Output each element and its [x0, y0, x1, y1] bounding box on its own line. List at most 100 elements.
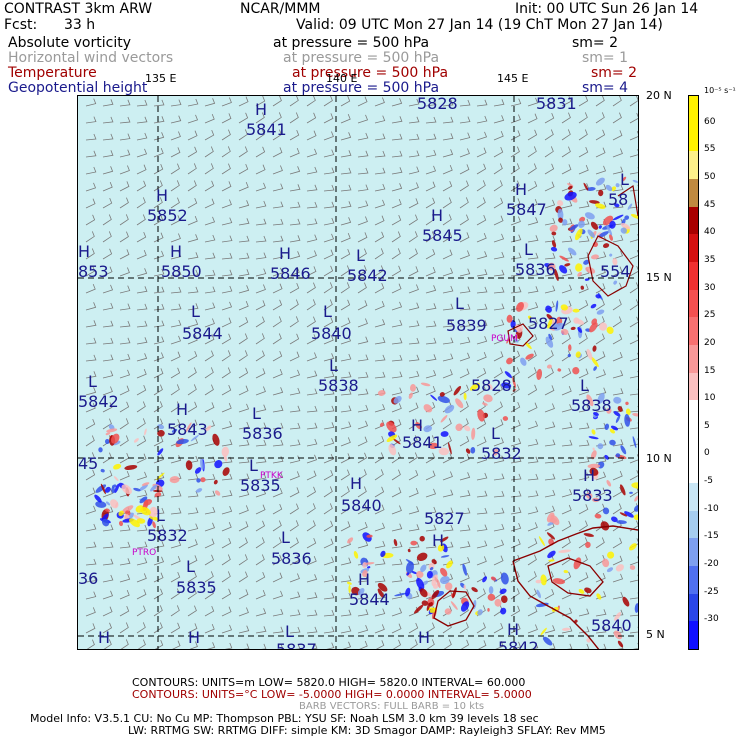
wind-barb [187, 490, 199, 498]
height-label: 5840 [591, 616, 632, 635]
wind-barb [306, 184, 318, 192]
wind-barb [221, 217, 233, 226]
wind-barb [629, 574, 638, 583]
wind-barb [255, 112, 265, 124]
wind-barb [493, 269, 505, 277]
vorticity-cell [411, 571, 418, 575]
vorticity-cell [611, 516, 618, 523]
wind-barb [595, 147, 606, 158]
wind-barb [544, 439, 556, 447]
wind-barb [204, 384, 214, 396]
wind-barb [544, 421, 556, 430]
colorbar-segment [689, 510, 698, 539]
wind-barb [255, 520, 265, 532]
wind-barb [374, 150, 386, 158]
wind-barb [374, 608, 386, 617]
vorticity-cell [482, 402, 488, 406]
wind-barb [170, 269, 182, 277]
wind-barb [357, 167, 369, 175]
vorticity-cell [502, 416, 509, 421]
wind-barb [272, 503, 283, 515]
wind-barb [425, 337, 437, 345]
wind-barb [629, 234, 638, 243]
field-sm-vorticity: sm= 2 [572, 35, 619, 51]
wind-barb [85, 166, 97, 175]
wind-barb [527, 97, 539, 107]
wind-barb [595, 405, 607, 413]
wind-barb [136, 99, 148, 107]
vorticity-cell [596, 309, 605, 315]
wind-barb [119, 181, 130, 192]
station-ptro: PTRO [132, 548, 157, 558]
vorticity-cell [585, 492, 593, 499]
field-name-vorticity: Absolute vorticity [8, 35, 131, 51]
wind-barb [476, 251, 488, 260]
wind-barb [357, 592, 369, 600]
vorticity-cell [477, 409, 485, 422]
wind-barb [425, 133, 437, 141]
wind-barb [544, 112, 555, 124]
vorticity-cell [366, 534, 373, 538]
wind-barb [561, 456, 573, 464]
vorticity-cell [572, 308, 580, 313]
vorticity-cell [590, 450, 597, 460]
wind-barb [357, 184, 369, 192]
wind-barb [306, 537, 317, 549]
wind-barb [323, 334, 334, 345]
wind-barb [527, 180, 538, 192]
wind-barb [391, 283, 402, 294]
field-pressure-temperature: at pressure = 500 hPa [292, 65, 449, 81]
wind-barb [102, 166, 114, 175]
vorticity-cell [567, 353, 571, 358]
height-label: 5832 [481, 444, 522, 463]
wind-barb [306, 282, 316, 294]
wind-barb [374, 215, 385, 226]
wind-barb [425, 320, 437, 328]
wind-barb [221, 473, 233, 481]
wind-barb [391, 623, 402, 634]
wind-barb [187, 605, 197, 617]
wind-barb [204, 302, 216, 311]
vorticity-cell [595, 177, 605, 186]
wind-barb [391, 248, 401, 260]
height-label: 5831 [536, 95, 577, 113]
wind-barb [306, 352, 317, 362]
wind-barb [204, 623, 215, 634]
wind-barb [289, 487, 300, 498]
wind-barb [153, 147, 164, 158]
wind-barb [102, 541, 114, 549]
vorticity-cell [580, 285, 585, 290]
colorbar-label: -15 [704, 531, 719, 542]
vorticity-cell [114, 483, 120, 493]
vorticity-cell [634, 495, 638, 502]
wind-barb [119, 116, 131, 124]
wind-barb [595, 351, 606, 362]
wind-barb [357, 540, 369, 549]
wind-barb [493, 437, 504, 447]
wind-barb [476, 163, 487, 175]
wind-barb [476, 418, 487, 430]
wind-barb [289, 369, 301, 379]
wind-barb [255, 554, 265, 566]
wind-barb [289, 201, 301, 209]
field-pressure-vorticity: at pressure = 500 hPa [273, 35, 430, 51]
field-name-temperature: Temperature [8, 65, 97, 81]
vorticity-cell [535, 602, 549, 608]
height-label: L [329, 356, 338, 375]
vorticity-cell [113, 463, 122, 470]
field-pressure-height: at pressure = 500 hPa [283, 80, 440, 96]
wind-barb [221, 146, 231, 158]
vorticity-cell [548, 333, 553, 341]
wind-barb [595, 267, 606, 277]
wind-barb [255, 129, 265, 141]
vorticity-cell [139, 484, 148, 491]
vorticity-cell [575, 228, 583, 241]
wind-barb [187, 350, 198, 362]
vorticity-cell [392, 438, 401, 445]
wind-barb [102, 606, 113, 617]
wind-barb [629, 609, 638, 617]
wind-barb [119, 574, 131, 583]
vorticity-cell [585, 266, 596, 274]
height-label: L [281, 528, 290, 547]
vorticity-cell [577, 326, 583, 333]
